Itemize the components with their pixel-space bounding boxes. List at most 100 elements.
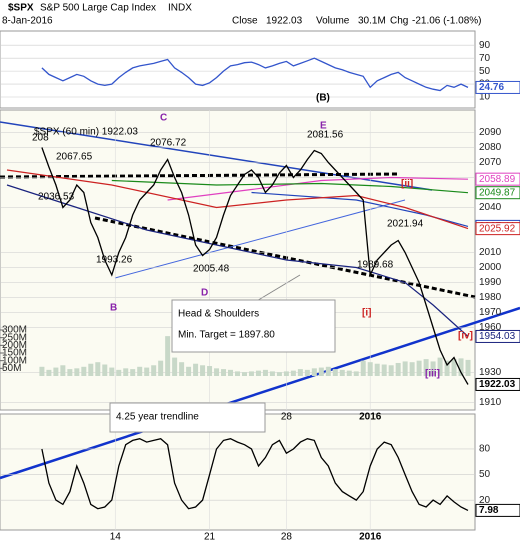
y-tick-label: 1970 xyxy=(479,307,502,318)
volume-bar xyxy=(276,372,282,376)
annotation: B xyxy=(110,303,117,314)
callout-box xyxy=(171,299,336,353)
volume-bar xyxy=(74,368,80,376)
volume-bar xyxy=(381,364,387,376)
annotation: $SPX (60 min) 1922.03 xyxy=(34,127,138,138)
y-tick-label: 2070 xyxy=(479,157,502,168)
volume-bar xyxy=(409,362,415,376)
annotation: (B) xyxy=(316,93,330,104)
x-tick-label: 14 xyxy=(110,532,122,540)
last-value-label: 7.98 xyxy=(479,505,499,516)
volume-bar xyxy=(88,363,94,376)
volume-tick-label: 100M xyxy=(2,355,27,366)
volume-bar xyxy=(39,366,45,376)
moving-average xyxy=(6,169,469,230)
last-value-box xyxy=(475,503,520,517)
last-value-box xyxy=(475,80,520,94)
volume-bar xyxy=(339,369,345,376)
volume-bar xyxy=(360,360,366,376)
volume-bar xyxy=(297,369,303,376)
volume-bar xyxy=(402,361,408,376)
volume-bar xyxy=(109,367,115,376)
y-tick-label: 1980 xyxy=(479,292,502,303)
date: 8-Jan-2016 xyxy=(2,16,53,27)
volume-label: Volume xyxy=(316,16,350,27)
volume-bar xyxy=(290,370,296,376)
annotation: 208 xyxy=(32,133,49,144)
last-value-label: 24.76 xyxy=(479,82,504,93)
volume-bar xyxy=(388,365,394,376)
volume-bar xyxy=(304,369,310,376)
y-tick-label: 2090 xyxy=(479,127,502,138)
y-tick-label: 80 xyxy=(479,444,491,455)
volume-bar xyxy=(102,364,108,376)
volume-bar xyxy=(200,365,206,376)
panel-group xyxy=(0,110,475,410)
volume-bar xyxy=(207,366,213,376)
volume-bar xyxy=(255,370,261,376)
volume-bar xyxy=(81,366,87,376)
callout-text: Min. Target = 1897.80 xyxy=(178,330,275,341)
volume-bar xyxy=(353,371,359,376)
series-line xyxy=(41,437,469,511)
volume-bar xyxy=(430,361,436,376)
volume-bar xyxy=(367,362,373,376)
volume-bar xyxy=(53,367,59,376)
volume-bar xyxy=(248,371,254,376)
y-tick-label: 1960 xyxy=(479,322,502,333)
value-box xyxy=(475,172,520,186)
volume-bar xyxy=(416,360,422,376)
x-tick-label: 2016 xyxy=(359,532,382,540)
volume-tick-label: 300M xyxy=(2,325,27,336)
stoch-panel xyxy=(0,413,476,531)
volume-bar xyxy=(458,358,464,376)
value-box xyxy=(475,329,520,343)
annotation: C xyxy=(160,113,167,124)
trendline xyxy=(0,306,520,480)
volume-bar xyxy=(423,359,429,376)
annotation: D xyxy=(201,288,208,299)
volume-bar xyxy=(95,362,101,376)
chg: -21.06 (-1.08%) xyxy=(412,16,481,27)
panel-group xyxy=(0,414,475,530)
neckline xyxy=(94,216,476,299)
y-tick-label: 90 xyxy=(479,40,491,51)
y-tick-label: 70 xyxy=(479,53,491,64)
volume-bar xyxy=(228,369,234,376)
moving-average xyxy=(251,191,469,227)
volume-bar xyxy=(144,367,150,376)
horizontal-line xyxy=(0,172,401,179)
volume-bar xyxy=(465,359,471,376)
value-label: 2049.87 xyxy=(479,187,516,198)
close-label: Close xyxy=(232,16,258,27)
annotation: E xyxy=(320,121,327,132)
channel-line xyxy=(114,199,406,279)
volume-bar xyxy=(241,372,247,376)
value-label: 1954.03 xyxy=(479,331,516,342)
annotation: 2005.48 xyxy=(193,264,230,275)
volume-tick-label: 200M xyxy=(2,340,27,351)
volume-bar xyxy=(123,368,129,376)
volume-bar xyxy=(137,366,143,376)
callout-text: 4.25 year trendline xyxy=(116,412,199,423)
volume-bar xyxy=(67,369,73,376)
annotation: 2021.94 xyxy=(387,219,424,230)
volume-bar xyxy=(151,365,157,376)
volume-bar xyxy=(165,336,171,376)
x-tick-label: 21 xyxy=(204,532,216,540)
volume-bar xyxy=(130,369,136,376)
moving-average xyxy=(111,179,469,194)
volume-bar xyxy=(193,363,199,376)
volume-bar xyxy=(235,371,240,376)
annotation: 1993.26 xyxy=(96,255,133,266)
chg-label: Chg xyxy=(390,16,408,27)
value-label: 2025.92 xyxy=(479,223,516,234)
annotation: 2067.65 xyxy=(56,152,93,163)
volume-bar xyxy=(262,369,268,376)
volume-bar xyxy=(451,359,457,376)
volume-bar xyxy=(444,360,450,376)
volume-bar xyxy=(374,363,380,376)
y-tick-label: 10 xyxy=(479,92,491,103)
symbol: $SPX xyxy=(8,3,34,14)
annotation: 2081.56 xyxy=(307,130,344,141)
